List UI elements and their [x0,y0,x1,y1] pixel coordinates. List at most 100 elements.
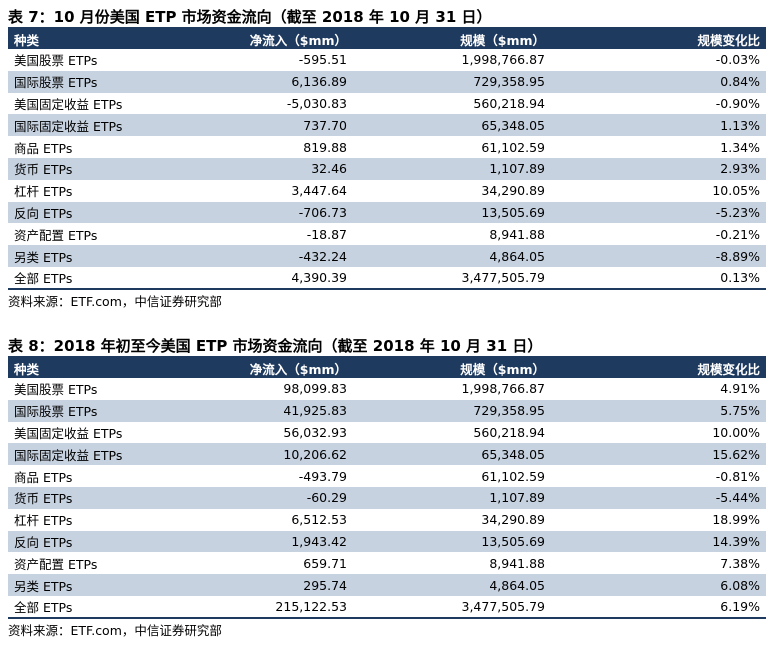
table-row: 美国股票 ETPs -595.51 1,998,766.87 -0.03% [8,49,766,71]
cell-aum-change: 7.38% [720,555,760,571]
header-row: 种类 净流入（$mm） 规模（$mm） 规模变化比 [8,358,766,378]
table-body: 美国股票 ETPs -595.51 1,998,766.87 -0.03% 国际股票 E… [8,49,766,290]
cell-aum: 61,102.59 [481,468,545,484]
table-row: 美国固定收益 ETPs -5,030.83 560,218.94 -0.90% [8,93,766,115]
cell-net-inflow: 4,390.39 [198,266,353,290]
table-body: 美国股票 ETPs 98,099.83 1,998,766.87 4.91% 国际股票 … [8,378,766,619]
cell-category: 全部 ETPs [8,266,198,290]
cell-net-inflow: 98,099.83 [283,381,347,397]
cell-aum: 1,998,766.87 [461,52,546,68]
cell-net-inflow: -5,030.83 [286,95,347,111]
table-row: 杠杆 ETPs 6,512.53 34,290.89 18.99% [8,509,766,531]
column-header-net-inflow: 净流入（$mm） [198,358,353,378]
cell-aum: 65,348.05 [353,114,551,137]
cell-net-inflow: 32.46 [198,157,353,180]
cell-category: 美国股票 ETPs [14,53,98,69]
cell-aum-change: 0.13% [551,266,766,290]
table-row: 国际股票 ETPs 6,136.89 729,358.95 0.84% [8,70,766,93]
cell-aum-change: 14.39% [551,530,766,553]
cell-category: 资产配置 ETPs [14,556,98,572]
cell-aum-change: -5.23% [551,201,766,224]
cell-aum-change: 15.62% [551,443,766,466]
cell-net-inflow: 6,512.53 [291,512,347,528]
cell-category: 国际股票 ETPs [8,70,198,93]
table-row: 货币 ETPs -60.29 1,107.89 -5.44% [8,486,766,509]
cell-aum-change: 0.84% [551,70,766,93]
cell-aum-change: 5.75% [551,399,766,422]
column-header-aum: 规模（$mm） [353,29,551,49]
cell-aum: 729,358.95 [353,70,551,93]
column-header-category: 种类 [8,29,198,49]
cell-net-inflow: 215,122.53 [198,595,353,619]
cell-aum-change: 1.34% [720,139,760,155]
cell-category: 反向 ETPs [8,201,198,224]
column-header-aum-change: 规模变化比 [551,358,766,378]
cell-category: 商品 ETPs [14,140,73,156]
cell-aum-change: -0.21% [715,226,760,242]
table-row: 资产配置 ETPs 659.71 8,941.88 7.38% [8,552,766,574]
source-note: 资料来源：ETF.com，中信证券研究部 [8,622,222,638]
header-row: 种类 净流入（$mm） 规模（$mm） 规模变化比 [8,29,766,49]
table-row: 美国固定收益 ETPs 56,032.93 560,218.94 10.00% [8,422,766,444]
cell-net-inflow: -432.24 [198,245,353,267]
table-row: 杠杆 ETPs 3,447.64 34,290.89 10.05% [8,180,766,202]
cell-aum-change: 4.91% [720,381,760,397]
column-header-category: 种类 [8,358,198,378]
cell-aum-change: 6.19% [551,595,766,619]
cell-net-inflow: -706.73 [198,201,353,224]
data-table: 种类 净流入（$mm） 规模（$mm） 规模变化比 美国股票 ETPs 98,09… [8,358,766,619]
cell-net-inflow: -18.87 [306,226,347,242]
table-row: 美国股票 ETPs 98,099.83 1,998,766.87 4.91% [8,378,766,400]
cell-category: 货币 ETPs [8,486,198,509]
cell-aum: 65,348.05 [353,443,551,466]
table-row: 国际固定收益 ETPs 10,206.62 65,348.05 15.62% [8,443,766,466]
table-row: 商品 ETPs -493.79 61,102.59 -0.81% [8,465,766,487]
cell-aum-change: -0.90% [715,95,760,111]
cell-aum-change: 10.00% [712,424,760,440]
cell-category: 杠杆 ETPs [14,184,73,200]
column-header-aum: 规模（$mm） [353,358,551,378]
cell-category: 国际股票 ETPs [8,399,198,422]
table-block-monthly: 表 7：10 月份美国 ETP 市场资金流向（截至 2018 年 10 月 31… [8,5,766,314]
table-title: 表 7：10 月份美国 ETP 市场资金流向（截至 2018 年 10 月 31… [8,5,766,29]
cell-net-inflow: 6,136.89 [198,70,353,93]
cell-aum: 560,218.94 [473,95,545,111]
cell-category: 另类 ETPs [8,574,198,596]
cell-aum: 8,941.88 [489,226,545,242]
cell-aum: 4,864.05 [353,245,551,267]
table-row: 商品 ETPs 819.88 61,102.59 1.34% [8,136,766,158]
cell-aum: 8,941.88 [489,555,545,571]
cell-aum: 1,998,766.87 [461,381,546,397]
cell-net-inflow: 10,206.62 [198,443,353,466]
cell-aum-change: -0.03% [715,52,760,68]
cell-net-inflow: 737.70 [198,114,353,137]
cell-category: 全部 ETPs [8,595,198,619]
cell-net-inflow: -60.29 [198,486,353,509]
data-table: 种类 净流入（$mm） 规模（$mm） 规模变化比 美国股票 ETPs -595.… [8,29,766,290]
table-row: 另类 ETPs -432.24 4,864.05 -8.89% [8,245,766,267]
cell-net-inflow: 1,943.42 [198,530,353,553]
cell-net-inflow: 3,447.64 [291,183,347,199]
cell-aum: 61,102.59 [481,139,545,155]
cell-aum-change: 10.05% [712,183,760,199]
cell-category: 美国股票 ETPs [14,382,98,398]
column-header-aum-change: 规模变化比 [551,29,766,49]
cell-aum: 34,290.89 [481,183,545,199]
cell-aum: 1,107.89 [353,157,551,180]
cell-aum: 13,505.69 [353,530,551,553]
cell-category: 国际固定收益 ETPs [8,114,198,137]
cell-category: 反向 ETPs [8,530,198,553]
cell-aum: 3,477,505.79 [353,595,551,619]
cell-category: 美国固定收益 ETPs [14,425,123,441]
cell-aum: 729,358.95 [353,399,551,422]
source-note: 资料来源：ETF.com，中信证券研究部 [8,293,222,309]
cell-net-inflow: -493.79 [298,468,347,484]
cell-aum: 34,290.89 [481,512,545,528]
table-row: 全部 ETPs 4,390.39 3,477,505.79 0.13% [8,266,766,290]
cell-category: 杠杆 ETPs [14,513,73,529]
table-row: 反向 ETPs -706.73 13,505.69 -5.23% [8,201,766,224]
cell-aum-change: 18.99% [712,512,760,528]
cell-aum-change: -5.44% [551,486,766,509]
cell-aum: 560,218.94 [473,424,545,440]
table-title: 表 8：2018 年初至今美国 ETP 市场资金流向（截至 2018 年 10 … [8,334,766,358]
